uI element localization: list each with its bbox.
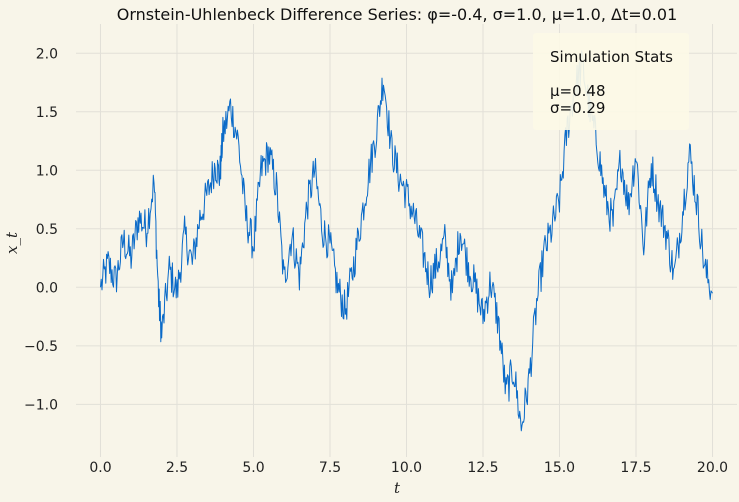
series-line <box>100 50 713 432</box>
x-ticks: 0.0 2.5 5.0 7.5 10.0 12.5 15.0 17.5 20.0 <box>89 460 728 476</box>
y-tick-label: −0.5 <box>24 339 58 355</box>
stats-mean: μ=0.48 <box>550 82 606 100</box>
x-tick-label: 12.5 <box>467 460 498 476</box>
x-axis-label: t <box>394 479 401 497</box>
stats-sigma: σ=0.29 <box>550 99 605 117</box>
y-tick-label: 0.5 <box>36 222 58 238</box>
x-tick-label: 15.0 <box>544 460 575 476</box>
y-tick-label: −1.0 <box>24 397 58 413</box>
y-tick-label: 0.0 <box>36 280 58 296</box>
y-tick-label: 2.0 <box>36 46 58 62</box>
x-tick-label: 10.0 <box>391 460 422 476</box>
x-tick-label: 20.0 <box>697 460 728 476</box>
chart-title: Ornstein-Uhlenbeck Difference Series: φ=… <box>117 5 678 24</box>
y-axis-label: x_t <box>3 231 21 254</box>
stats-box <box>533 33 689 130</box>
x-tick-label: 7.5 <box>319 460 341 476</box>
x-tick-label: 2.5 <box>166 460 188 476</box>
x-tick-label: 17.5 <box>620 460 651 476</box>
x-tick-label: 5.0 <box>242 460 264 476</box>
y-tick-label: 1.0 <box>36 163 58 179</box>
x-tick-label: 0.0 <box>89 460 111 476</box>
y-tick-label: 1.5 <box>36 105 58 121</box>
series-group <box>100 50 713 432</box>
y-ticks: −1.0 −0.5 0.0 0.5 1.0 1.5 2.0 <box>24 46 58 413</box>
stats-box-title: Simulation Stats <box>550 48 673 66</box>
